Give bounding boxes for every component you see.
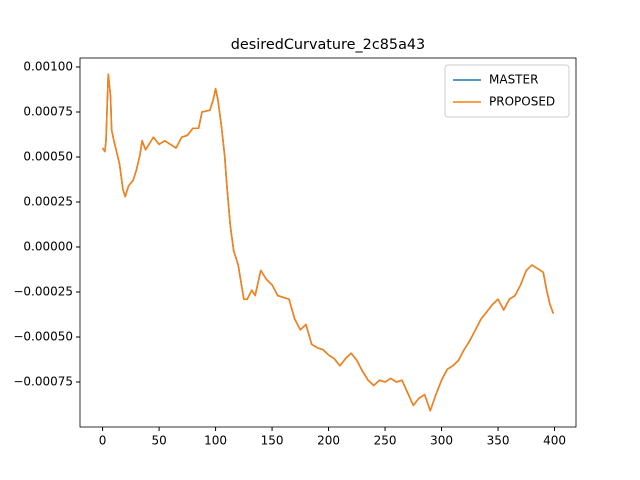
y-tick-label: −0.00075 xyxy=(13,375,73,389)
x-tick-label: 250 xyxy=(374,434,397,448)
axes-frame xyxy=(79,57,577,428)
legend-label: PROPOSED xyxy=(489,95,555,109)
x-tick-label: 300 xyxy=(430,434,453,448)
y-tick-label: 0.00050 xyxy=(23,150,73,164)
y-tick-label: −0.00025 xyxy=(13,285,73,299)
data-line xyxy=(101,73,555,412)
x-tick-label: 150 xyxy=(261,434,284,448)
chart-title: desiredCurvature_2c85a43 xyxy=(231,37,425,53)
y-tick-label: −0.00050 xyxy=(13,330,73,344)
x-tick-label: 100 xyxy=(204,434,227,448)
x-tick-label: 200 xyxy=(317,434,340,448)
x-tick-label: 400 xyxy=(543,434,566,448)
x-tick-label: 50 xyxy=(151,434,166,448)
x-tick-label: 350 xyxy=(487,434,510,448)
y-tick-label: 0.00025 xyxy=(23,195,73,209)
legend-label: MASTER xyxy=(489,73,538,87)
y-tick-label: 0.00000 xyxy=(23,240,73,254)
legend-box xyxy=(444,64,570,118)
x-tick-label: 0 xyxy=(99,434,107,448)
y-tick-label: 0.00100 xyxy=(23,60,73,74)
plot-area xyxy=(80,58,576,427)
y-tick-label: 0.00075 xyxy=(23,105,73,119)
